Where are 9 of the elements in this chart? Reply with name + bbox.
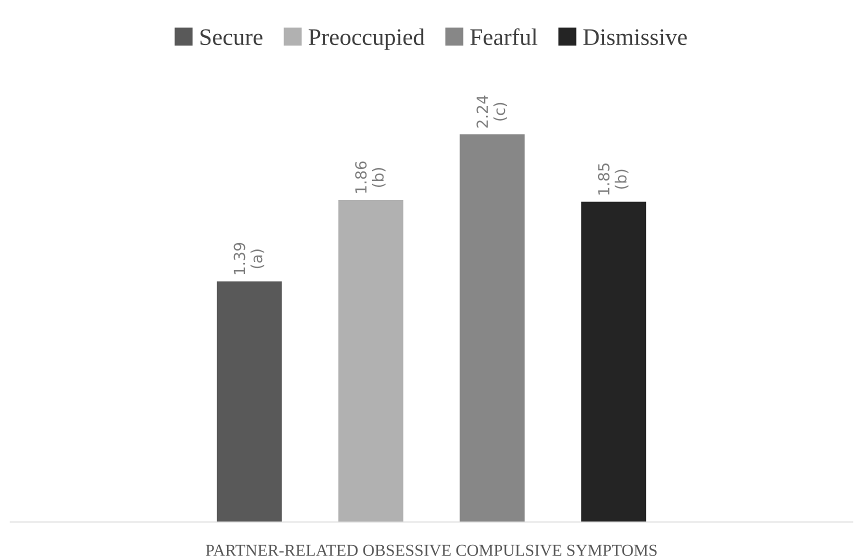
legend-label: Fearful	[470, 28, 538, 46]
legend-label: Secure	[200, 29, 262, 46]
legend-label: Preoccupied	[308, 28, 424, 50]
data-label: 1.85 (b)	[598, 164, 628, 195]
data-label: 1.86 (b)	[355, 161, 386, 193]
data-label: 1.39 (a)	[234, 242, 264, 274]
data-label: 2.24 (c)	[476, 96, 507, 128]
legend-label: Dismissive	[583, 29, 687, 46]
x-axis-title: PARTNER-RELATED OBSESSIVE COMPULSIVE SYMPTOMS	[206, 544, 657, 556]
